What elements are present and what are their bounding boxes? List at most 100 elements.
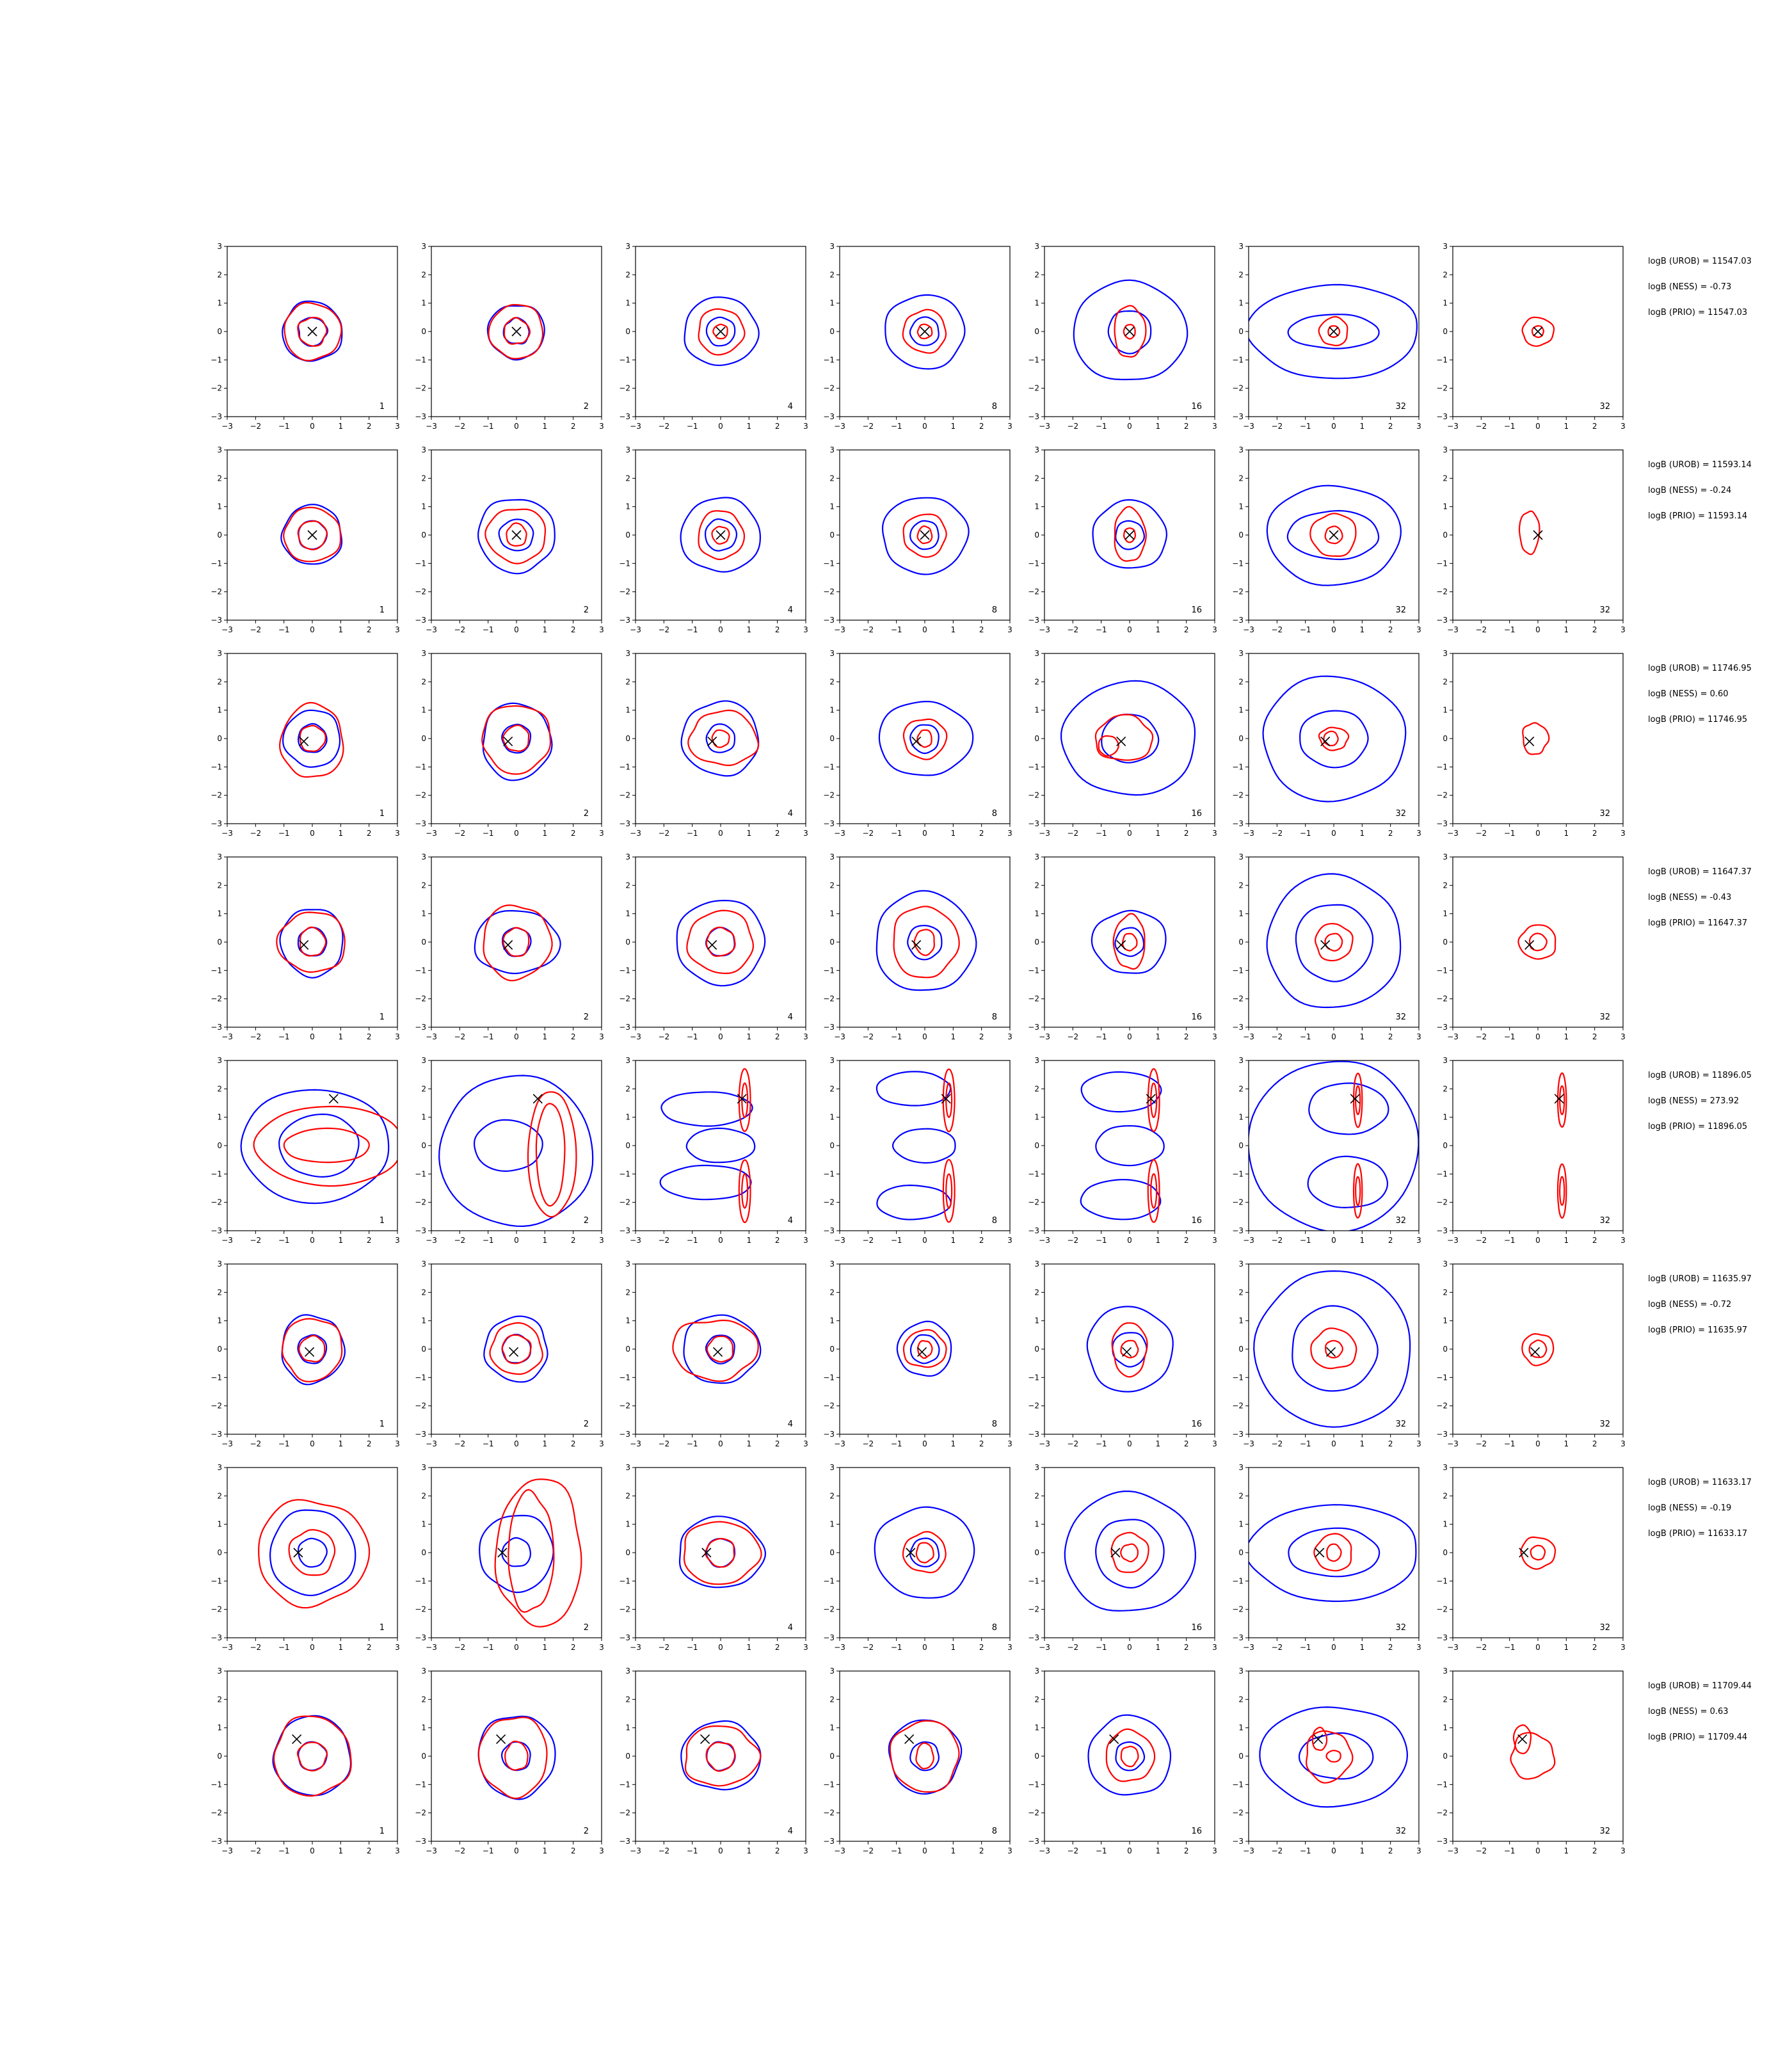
x-tick-label: 0 (310, 829, 315, 838)
y-tick-label: 1 (217, 909, 222, 918)
y-tick-label: 2 (1238, 1084, 1244, 1093)
y-tick-label: 2 (421, 881, 426, 890)
y-tick-label: 2 (625, 677, 630, 686)
y-tick-label: 2 (217, 474, 222, 483)
logb-annotation: logB (UROB) = 11593.14 (1648, 460, 1752, 470)
y-tick-label: −1 (211, 1576, 222, 1585)
x-tick-label: 2 (775, 422, 780, 431)
panel-r1-c5: −3−3 −2 −2 −1 −1 0 0 1 1 2 2 3 3 16 (1028, 242, 1217, 431)
x-tick-label: −3 (1039, 1032, 1050, 1041)
x-tick-label: −3 (630, 1032, 641, 1041)
blue-contour (907, 924, 943, 961)
x-tick-label: −1 (687, 625, 698, 634)
true-value-marker (299, 736, 309, 746)
x-tick-label: 3 (1007, 1846, 1012, 1855)
x-tick-label: −3 (221, 422, 233, 431)
y-tick-label: 3 (829, 1463, 835, 1472)
blue-contour (683, 1314, 762, 1384)
x-tick-label: −1 (1300, 1439, 1311, 1448)
panels-layer: −3 −3 −2 −2 −1 −1 0 0 1 1 2 2 3 3 1 −3−3−2−2−1−10011223… (211, 242, 1626, 1855)
y-tick-label: 3 (829, 1667, 835, 1676)
blue-contour (680, 700, 760, 777)
x-tick-label: −1 (278, 1236, 290, 1245)
x-tick-label: 2 (1184, 1236, 1189, 1245)
x-tick-label: −1 (687, 422, 698, 431)
red-contour (1531, 325, 1545, 339)
x-tick-label: 0 (1535, 422, 1540, 431)
panel-label: 2 (584, 1012, 589, 1022)
x-tick-label: 3 (1007, 1643, 1012, 1652)
x-tick-label: 1 (1564, 1846, 1569, 1855)
x-tick-label: 0 (514, 1439, 519, 1448)
y-tick-label: −3 (415, 616, 426, 625)
x-tick-label: −1 (1300, 829, 1311, 838)
panel-label: 16 (1191, 1216, 1202, 1226)
x-tick-label: 0 (1331, 1032, 1336, 1041)
blue-contour (680, 1720, 762, 1791)
true-value-marker (1530, 1347, 1540, 1357)
x-tick-label: −2 (454, 625, 465, 634)
red-contour (917, 1340, 933, 1359)
x-tick-label: −1 (1096, 1846, 1107, 1855)
x-tick-label: 3 (1212, 1236, 1217, 1245)
x-tick-label: −3 (426, 1846, 437, 1855)
y-tick-label: −1 (1028, 762, 1039, 771)
x-tick-label: 3 (599, 625, 604, 634)
red-contour (1150, 1173, 1158, 1209)
x-tick-label: −3 (426, 829, 437, 838)
blue-contour (1288, 1527, 1380, 1578)
y-tick-label: −2 (211, 1605, 222, 1614)
x-tick-label: −2 (454, 422, 465, 431)
red-contour (902, 513, 947, 558)
x-tick-label: −3 (630, 1439, 641, 1448)
x-tick-label: −1 (278, 1439, 290, 1448)
x-tick-label: 3 (803, 1439, 808, 1448)
panel-label: 16 (1191, 402, 1202, 412)
panel-r7-c3: −3−3 −2 −2 −1 −1 0 0 1 1 2 2 3 3 4 (619, 1463, 808, 1652)
panel-r5-c5: −3−3 −2 −2 −1 −1 0 0 1 1 2 2 3 3 16 (1028, 1056, 1217, 1245)
red-contour (1530, 1544, 1546, 1561)
panel-r5-c4: −3−3 −2 −2 −1 −1 0 0 1 1 2 2 3 3 8 (823, 1056, 1012, 1245)
panel-label: 32 (1395, 809, 1406, 819)
x-tick-label: −3 (1243, 1643, 1254, 1652)
panel-label: 8 (992, 402, 997, 412)
y-tick-label: 0 (1034, 327, 1039, 336)
y-tick-label: 0 (217, 1548, 222, 1557)
x-tick-label: 0 (514, 422, 519, 431)
panel-r4-c4: −3−3 −2 −2 −1 −1 0 0 1 1 2 2 3 3 8 (823, 852, 1012, 1041)
x-tick-label: 0 (718, 1236, 723, 1245)
true-value-marker (503, 940, 513, 950)
x-tick-label: 3 (1416, 422, 1421, 431)
y-tick-label: −1 (1436, 1576, 1448, 1585)
y-tick-label: 1 (1238, 1724, 1244, 1732)
panel-r3-c6: −3−3 −2 −2 −1 −1 0 0 1 1 2 2 3 3 32 (1232, 649, 1421, 838)
y-tick-label: −2 (823, 1198, 835, 1207)
x-tick-label: −3 (1243, 1032, 1254, 1041)
x-tick-label: −2 (1475, 829, 1487, 838)
true-value-marker (716, 326, 726, 337)
blue-contour (297, 926, 328, 957)
y-tick-label: −2 (823, 1402, 835, 1411)
y-tick-label: −2 (619, 384, 630, 393)
red-contour (298, 1334, 326, 1363)
x-tick-label: −1 (1096, 1032, 1107, 1041)
y-tick-label: −1 (1028, 559, 1039, 568)
panel-r5-c7: −3−3 −2 −2 −1 −1 0 0 1 1 2 2 3 3 32 (1436, 1056, 1626, 1245)
x-tick-label: −3 (1039, 1643, 1050, 1652)
x-tick-label: 2 (979, 1846, 984, 1855)
true-value-marker (307, 530, 317, 540)
red-contour (706, 1335, 733, 1363)
red-contour (1098, 735, 1119, 757)
logb-annotation: logB (PRIO) = 11633.17 (1648, 1529, 1747, 1539)
red-contour (711, 525, 730, 545)
red-contour (273, 1715, 352, 1797)
red-contour (276, 911, 346, 973)
x-tick-label: −3 (426, 1032, 437, 1041)
x-tick-label: −3 (834, 829, 845, 838)
blue-contour (1091, 909, 1167, 974)
y-tick-label: 1 (625, 706, 630, 715)
true-value-marker (1519, 1548, 1529, 1558)
y-tick-label: −1 (1028, 1373, 1039, 1382)
panel-r8-c4: −3−3 −2 −2 −1 −1 0 0 1 1 2 2 3 3 8 (823, 1667, 1012, 1855)
panel-contours (1060, 680, 1196, 796)
